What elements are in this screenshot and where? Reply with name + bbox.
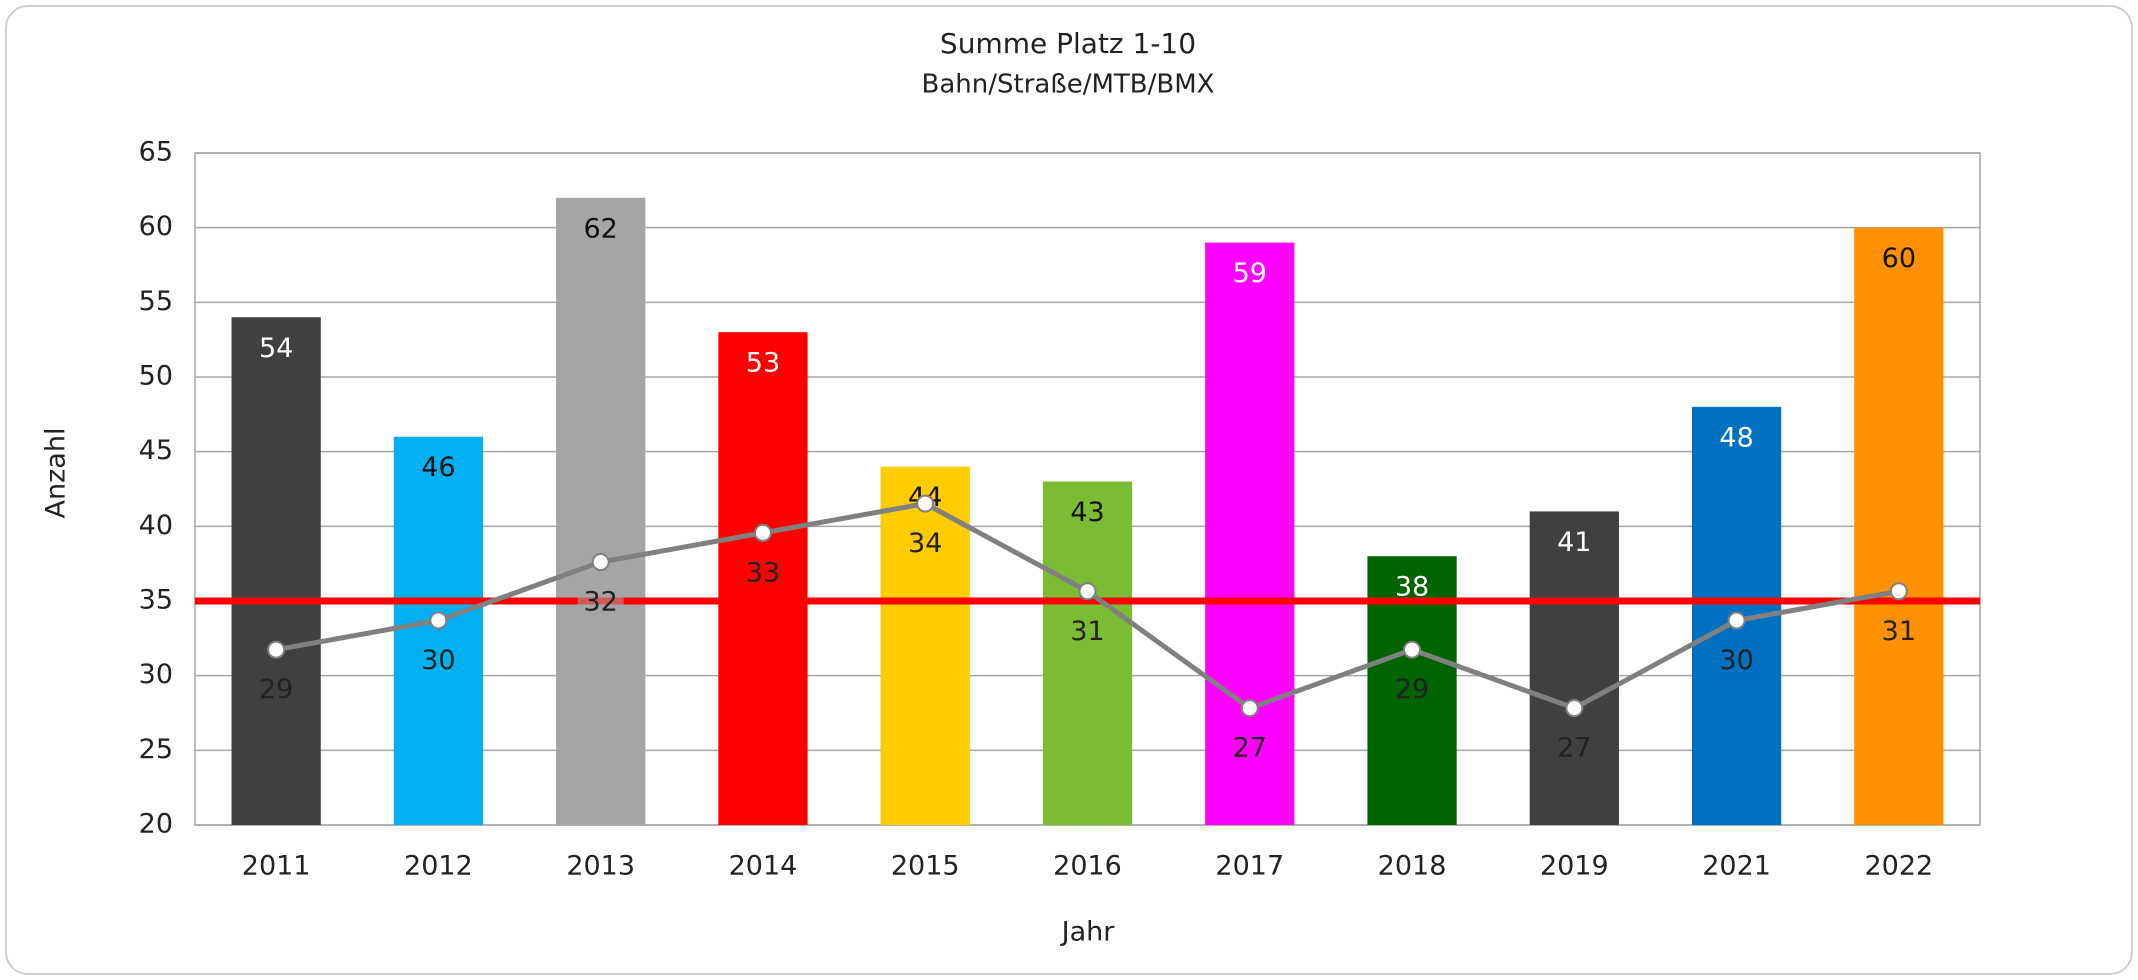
line-label-box [1551,725,1598,772]
x-tick-label: 2016 [1053,851,1122,882]
x-tick-label: 2022 [1865,851,1934,882]
line-value-label: 30 [421,645,455,676]
line-point [1889,582,1908,601]
y-tick-label: 35 [139,585,173,616]
line-label-box [1389,666,1436,713]
line-label-box [415,637,462,684]
bar-value-label: 46 [421,452,455,483]
line-point [591,553,610,572]
x-axis-label: Jahr [1060,917,1116,948]
line-label-box [253,666,300,713]
chart-subtitle: Bahn/Straße/MTB/BMX [922,70,1215,100]
y-tick-label: 60 [139,211,173,242]
line-value-label: 27 [1557,733,1591,764]
line-label-box [739,549,786,596]
y-tick-label: 65 [139,137,173,168]
line-value-label: 32 [584,587,618,618]
bar [1529,511,1619,825]
x-tick-label: 2017 [1215,851,1284,882]
line-point [916,494,935,513]
x-tick-label: 2015 [891,851,960,882]
x-tick-label: 2014 [729,851,798,882]
line-label-box [1713,637,1760,684]
y-tick-label: 55 [139,286,173,317]
bar-value-label: 59 [1233,258,1267,289]
y-tick-label: 50 [139,361,173,392]
line-point [1240,699,1259,718]
y-tick-label: 25 [139,734,173,765]
line-value-label: 33 [746,557,780,588]
y-tick-label: 40 [139,510,173,541]
line-point [1403,640,1422,659]
x-tick-label: 2019 [1540,851,1609,882]
line-point [267,640,286,659]
line-value-label: 34 [908,528,942,559]
bar [556,197,646,826]
line-label-box [1875,608,1922,655]
line-point [1565,699,1584,718]
line-point [429,611,448,630]
line-label-box [902,520,949,567]
bar [1854,227,1944,825]
y-tick-label: 45 [139,435,173,466]
x-tick-label: 2021 [1702,851,1771,882]
line-value-label: 27 [1233,733,1267,764]
bar-value-label: 43 [1070,497,1104,528]
y-tick-label: 30 [139,659,173,690]
bar-value-label: 54 [259,333,293,364]
line-value-label: 31 [1882,616,1916,647]
x-tick-label: 2013 [566,851,635,882]
chart-title: Summe Platz 1-10 [940,27,1196,60]
bar [393,436,484,825]
line-label-box [1226,725,1273,772]
bar-value-label: 48 [1719,422,1753,453]
line-point [753,523,772,542]
x-tick-label: 2012 [404,851,473,882]
line-value-label: 31 [1070,616,1104,647]
x-tick-label: 2018 [1378,851,1447,882]
line-point [1078,582,1097,601]
line-value-label: 29 [1395,674,1429,705]
bar-value-label: 41 [1557,527,1591,558]
line-value-label: 29 [259,674,293,705]
line-label-box [1064,608,1111,655]
bar-value-label: 62 [584,213,618,244]
line-value-label: 30 [1719,645,1753,676]
line-point [1727,611,1746,630]
bar-value-label: 53 [746,348,780,379]
line-label-box [577,579,624,626]
x-tick-label: 2011 [242,851,311,882]
bar [231,317,321,825]
y-tick-label: 20 [139,809,173,840]
bar-value-label: 60 [1882,243,1916,274]
y-axis-label: Anzahl [41,428,72,519]
